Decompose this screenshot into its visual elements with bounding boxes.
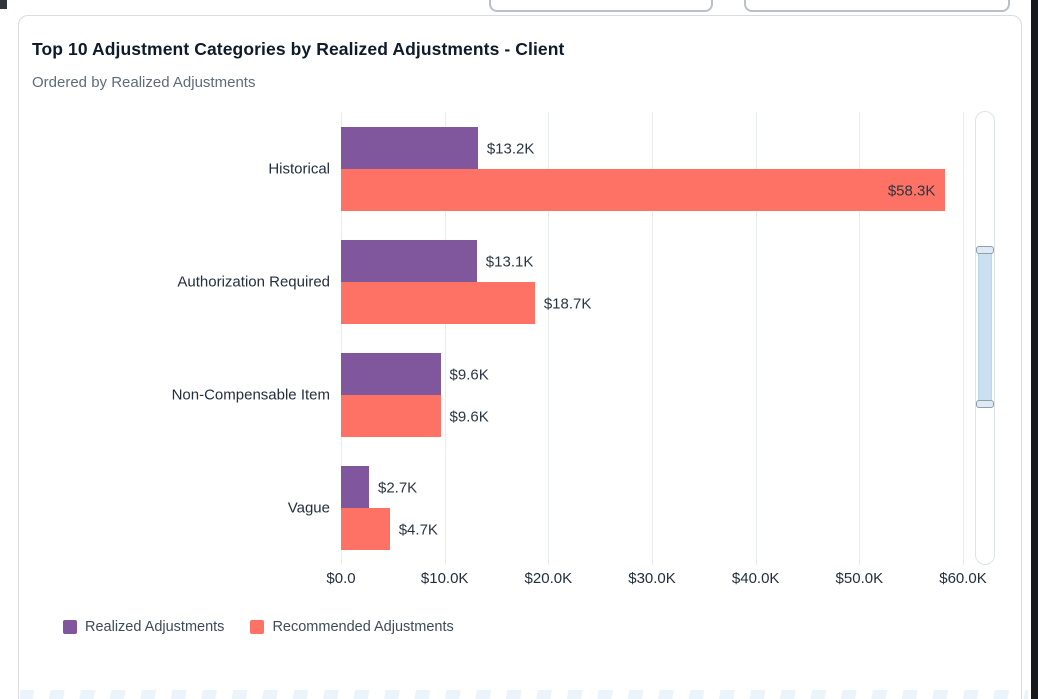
legend-label: Realized Adjustments	[85, 619, 225, 635]
x-tick-label: $40.0K	[731, 570, 780, 587]
bar-value-label: $9.6K	[449, 408, 489, 426]
bar-value-label: $13.1K	[485, 253, 534, 271]
legend-swatch-icon	[63, 620, 77, 634]
category-label: Authorization Required	[177, 273, 330, 291]
panel-subtitle: Ordered by Realized Adjustments	[32, 74, 256, 91]
window-edge	[1031, 0, 1038, 699]
gridline	[963, 112, 964, 565]
bar-realized-adjustments-non-compensable-item[interactable]	[341, 353, 441, 396]
category-label: Non-Compensable Item	[171, 386, 330, 404]
chart-legend: Realized Adjustments Recommended Adjustm…	[63, 619, 454, 635]
bar-recommended-adjustments-non-compensable-item[interactable]	[341, 395, 441, 438]
x-tick-label: $20.0K	[524, 570, 573, 587]
bar-value-label: $18.7K	[543, 295, 592, 313]
legend-label: Recommended Adjustments	[272, 619, 454, 635]
chart-panel	[18, 15, 1022, 699]
gridline	[652, 112, 653, 565]
gridline	[755, 112, 757, 565]
panel-title: Top 10 Adjustment Categories by Realized…	[32, 39, 565, 59]
bar-realized-adjustments-vague[interactable]	[341, 466, 369, 509]
bar-recommended-adjustments-historical[interactable]	[341, 168, 946, 211]
x-tick-label: $50.0K	[835, 570, 884, 587]
x-tick-label: $30.0K	[628, 570, 676, 587]
bar-value-label: $2.7K	[377, 479, 418, 497]
category-label: Historical	[268, 160, 330, 178]
bottom-edge-pattern	[20, 690, 1028, 699]
bar-recommended-adjustments-authorization-required[interactable]	[341, 281, 535, 324]
toolbar-input-right[interactable]	[744, 0, 1010, 12]
chart-scrollbar-thumb[interactable]	[978, 250, 992, 404]
x-tick-label: $0.0	[326, 570, 356, 587]
x-tick-label: $10.0K	[420, 570, 469, 587]
legend-item-realized-adjustments[interactable]: Realized Adjustments	[63, 619, 224, 635]
gridline	[548, 112, 550, 565]
gridline	[859, 112, 861, 565]
bar-recommended-adjustments-vague[interactable]	[341, 508, 390, 551]
x-tick-label: $60.0K	[939, 570, 987, 587]
toolbar-input-left[interactable]	[489, 0, 713, 12]
gridline	[341, 112, 342, 565]
bar-value-label: $13.2K	[486, 140, 535, 158]
bar-value-label: $58.3K	[887, 182, 936, 200]
bar-value-label: $4.7K	[398, 521, 438, 539]
legend-item-recommended-adjustments[interactable]: Recommended Adjustments	[250, 619, 454, 635]
scrollbar-handle-top[interactable]	[976, 246, 994, 254]
bar-realized-adjustments-historical[interactable]	[341, 126, 478, 169]
scrollbar-handle-bottom[interactable]	[976, 400, 994, 408]
category-label: Vague	[287, 499, 330, 517]
gridline	[444, 112, 446, 565]
corner-fragment	[0, 0, 7, 9]
bar-value-label: $9.6K	[449, 366, 489, 384]
legend-swatch-icon	[250, 620, 265, 634]
bar-realized-adjustments-authorization-required[interactable]	[341, 239, 477, 282]
